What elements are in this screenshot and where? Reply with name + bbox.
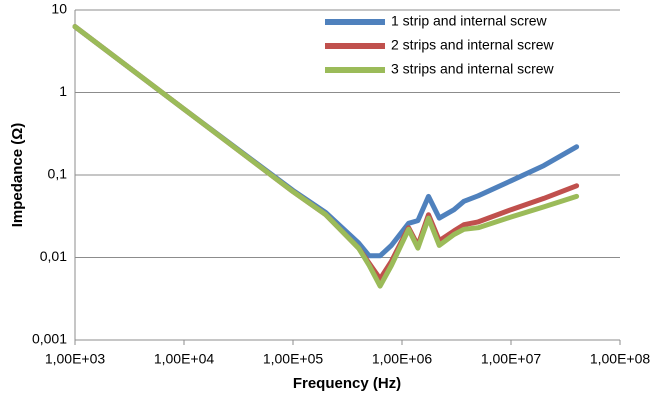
legend-label: 1 strip and internal screw — [391, 13, 548, 29]
y-tick-label: 0,01 — [40, 248, 67, 264]
x-tick-label: 1,00E+08 — [590, 351, 651, 367]
x-tick-label: 1,00E+05 — [263, 351, 324, 367]
legend-label: 3 strips and internal screw — [391, 61, 555, 77]
x-tick-label: 1,00E+03 — [45, 351, 106, 367]
x-axis-label: Frequency (Hz) — [293, 375, 401, 392]
y-tick-label: 1 — [59, 83, 67, 99]
x-tick-label: 1,00E+06 — [372, 351, 433, 367]
y-axis-label: Impedance (Ω) — [9, 123, 26, 228]
legend-label: 2 strips and internal screw — [391, 37, 555, 53]
series-line — [72, 24, 580, 289]
y-tick-label: 10 — [51, 1, 67, 17]
y-tick-label: 0,1 — [48, 166, 68, 182]
x-tick-label: 1,00E+04 — [154, 351, 215, 367]
x-tick-label: 1,00E+07 — [481, 351, 542, 367]
y-tick-label: 0,001 — [32, 331, 67, 347]
